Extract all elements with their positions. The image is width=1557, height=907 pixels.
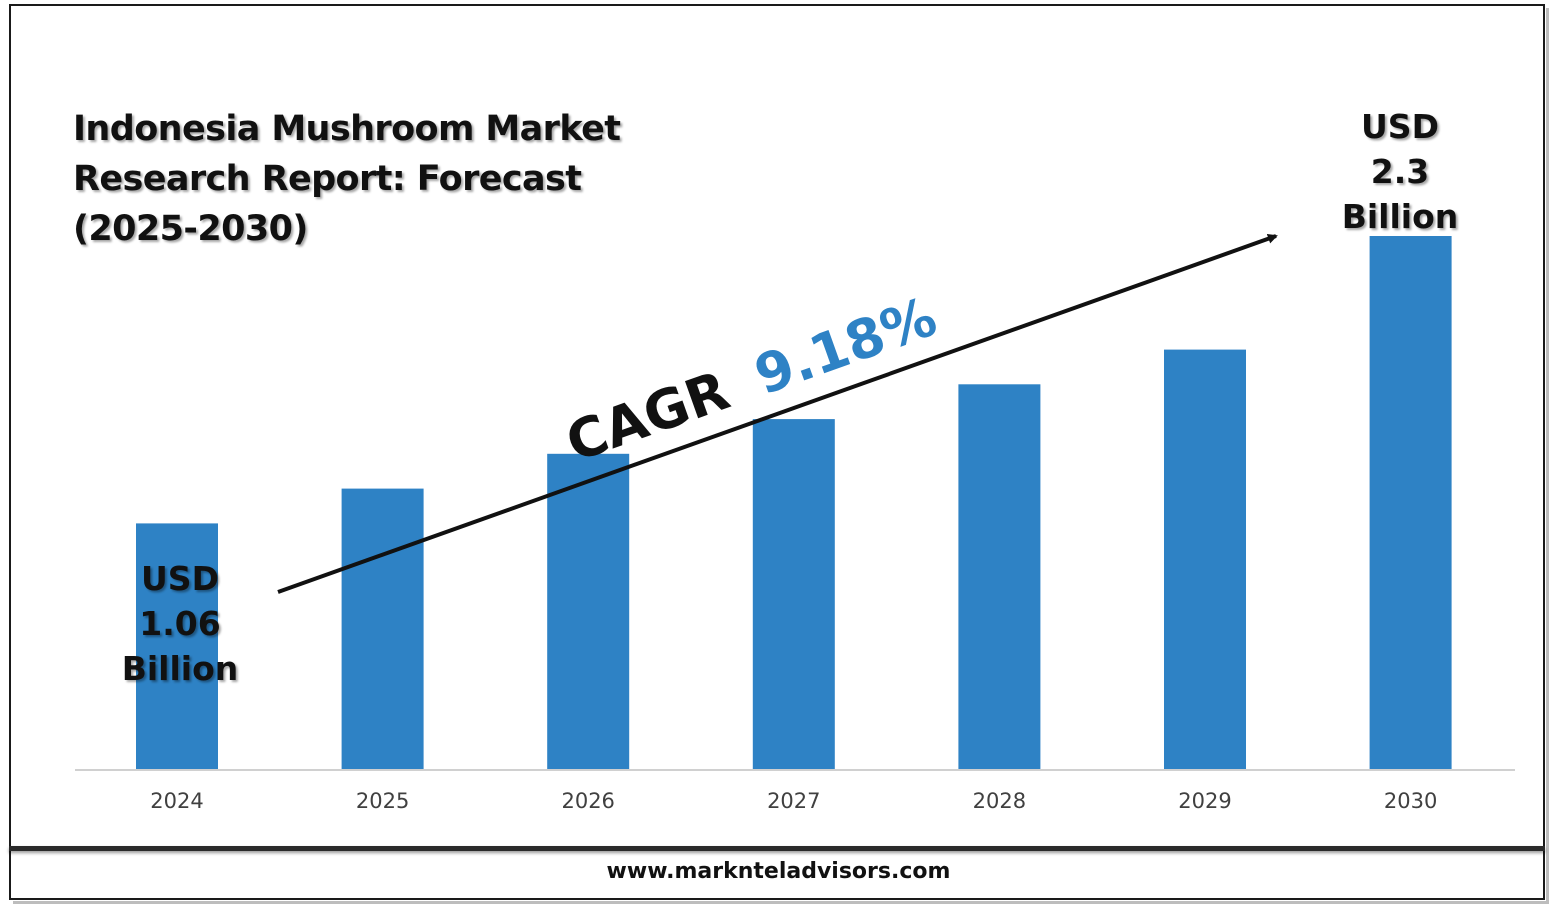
title-line-1: Indonesia Mushroom Market	[73, 109, 621, 149]
tick-label-2027: 2027	[767, 789, 820, 813]
bar-2030	[1369, 236, 1452, 769]
start-value: 1.06	[139, 604, 221, 643]
end-value: 2.3	[1370, 152, 1430, 191]
bar-2025	[341, 488, 424, 769]
end-value-label: USD 2.3 Billion	[1335, 104, 1465, 239]
bar-2026	[547, 453, 630, 769]
start-value-label: USD 1.06 Billion	[120, 556, 240, 691]
bar-2027	[752, 419, 835, 769]
tick-label-2029: 2029	[1178, 789, 1231, 813]
end-unit: Billion	[1341, 197, 1459, 236]
end-currency: USD	[1361, 107, 1439, 146]
start-currency: USD	[141, 559, 219, 598]
tick-label-2028: 2028	[973, 789, 1026, 813]
bar-2024	[136, 523, 218, 769]
tick-label-2024: 2024	[150, 789, 203, 813]
website-link[interactable]: www.marknteladvisors.com	[606, 859, 951, 884]
bar-2028	[958, 384, 1041, 769]
title-line-2: Research Report: Forecast	[73, 159, 582, 199]
tick-label-2025: 2025	[356, 789, 409, 813]
tick-label-2030: 2030	[1384, 789, 1437, 813]
bar-2029	[1164, 349, 1246, 769]
cagr-label: CAGR 9.18%	[558, 285, 944, 474]
footer-divider	[9, 846, 1545, 851]
cagr-arrow	[277, 233, 1278, 594]
chart-title: Indonesia Mushroom Market Research Repor…	[73, 104, 693, 254]
tick-label-2026: 2026	[561, 789, 614, 813]
frame-shadow	[13, 8, 1549, 904]
bars-group	[136, 236, 1452, 769]
title-line-3: (2025-2030)	[73, 209, 308, 249]
tick-labels-group: 2024 2025 2026 2027 2028 2029 2030	[150, 789, 1437, 813]
cagr-prefix: CAGR	[558, 359, 737, 474]
start-unit: Billion	[121, 649, 239, 688]
